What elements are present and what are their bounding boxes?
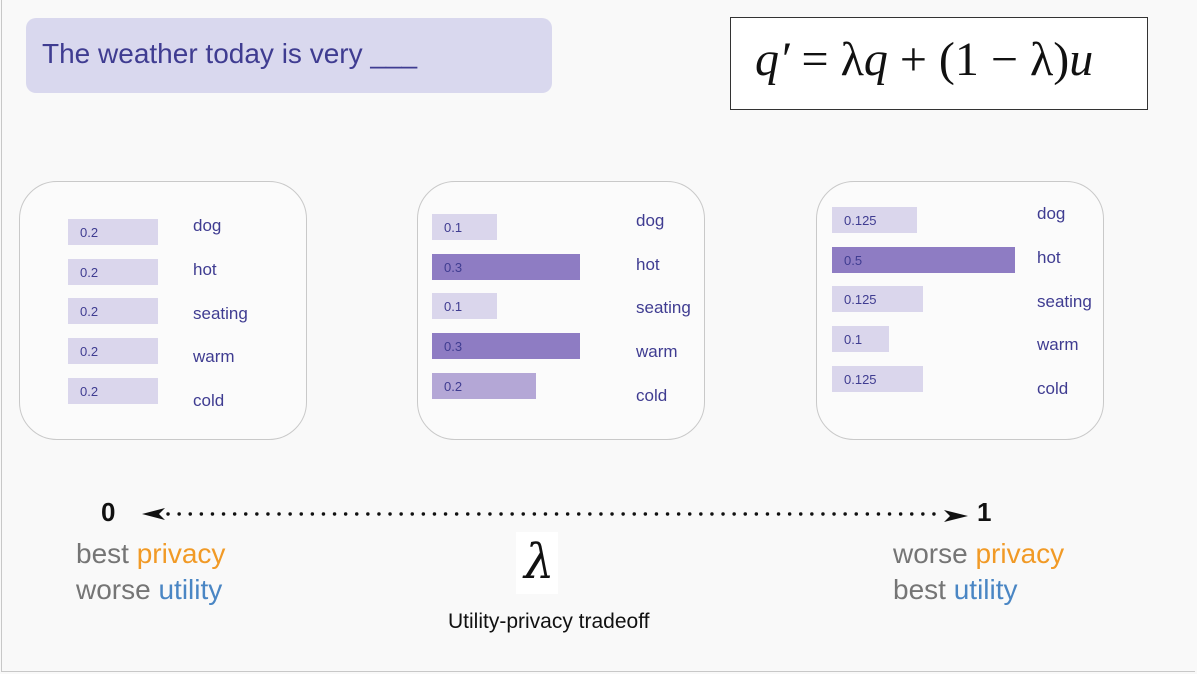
- tradeoff-arrow: [142, 508, 968, 522]
- left-note-word: worse: [76, 574, 151, 605]
- prob-value: 0.5: [844, 253, 863, 268]
- token-label: dog: [1037, 204, 1066, 223]
- right-note-word: best: [893, 574, 946, 605]
- scale-left-end: 0: [101, 497, 116, 527]
- prompt-box: The weather today is very ___: [26, 18, 552, 93]
- scale-right-end: 1: [977, 497, 992, 527]
- prob-value: 0.125: [844, 372, 877, 387]
- prob-bar: 0.1: [832, 326, 889, 352]
- prob-bar: 0.2: [68, 219, 158, 245]
- prob-bar: 0.125: [832, 207, 917, 233]
- right-note-line1: worse privacy: [893, 538, 1064, 570]
- token-label: cold: [1037, 379, 1069, 398]
- arrowhead-left-icon: [142, 508, 165, 520]
- formula-q-prime: q′: [755, 33, 790, 86]
- token-label: hot: [1037, 248, 1061, 267]
- token-label: cold: [636, 386, 668, 405]
- prob-bar: 0.125: [832, 286, 923, 312]
- prob-value: 0.2: [80, 384, 99, 399]
- formula-one-minus-lambda: + (1 − λ): [887, 33, 1070, 86]
- prob-bar: 0.2: [68, 259, 158, 285]
- prob-bar: 0.3: [432, 333, 580, 359]
- prob-bar: 0.1: [432, 293, 497, 319]
- token-label: hot: [193, 260, 217, 279]
- prob-bar: 0.5: [832, 247, 1015, 273]
- prob-value: 0.3: [444, 339, 463, 354]
- token-label: seating: [1037, 292, 1092, 311]
- token-label: seating: [193, 304, 248, 323]
- lambda-symbol: λ: [524, 534, 555, 590]
- prob-bar: 0.2: [432, 373, 536, 399]
- token-label: cold: [193, 391, 225, 410]
- utility-label: utility: [953, 574, 1018, 605]
- right-note-line2: best utility: [893, 574, 1018, 606]
- prob-value: 0.2: [80, 304, 99, 319]
- distribution-card-model: 0.1 dog 0.3 hot 0.1 seating 0.3 warm 0.2…: [417, 181, 705, 440]
- prob-value: 0.2: [444, 379, 463, 394]
- right-note-word: worse: [893, 538, 968, 569]
- prob-bar: 0.2: [68, 378, 158, 404]
- token-label: warm: [636, 342, 678, 361]
- left-note-word: best: [76, 538, 129, 569]
- arrowhead-right-icon: [944, 510, 968, 522]
- formula-box: q′ = λq + (1 − λ)u: [730, 17, 1148, 110]
- prob-value: 0.125: [844, 213, 877, 228]
- formula-u: u: [1069, 33, 1094, 86]
- prompt-text: The weather today is very ___: [42, 38, 418, 69]
- token-label: seating: [636, 298, 691, 317]
- prob-value: 0.2: [80, 344, 99, 359]
- left-note-line1: best privacy: [76, 538, 225, 570]
- lambda-symbol-box: λ: [516, 532, 558, 594]
- prob-value: 0.1: [844, 332, 863, 347]
- utility-label: utility: [158, 574, 223, 605]
- token-label: warm: [1037, 335, 1079, 354]
- prob-value: 0.2: [80, 265, 99, 280]
- privacy-label: privacy: [975, 538, 1065, 569]
- prob-value: 0.3: [444, 260, 463, 275]
- token-label: hot: [636, 255, 660, 274]
- token-label: dog: [193, 216, 222, 235]
- formula-eq-lambda: = λ: [789, 33, 864, 86]
- formula: q′ = λq + (1 − λ)u: [755, 32, 1093, 87]
- formula-q: q: [863, 33, 888, 86]
- token-label: warm: [193, 347, 235, 366]
- prob-bar: 0.3: [432, 254, 580, 280]
- distribution-card-mixed: 0.125 dog 0.5 hot 0.125 seating 0.1 warm…: [816, 181, 1104, 440]
- token-label: dog: [636, 211, 665, 230]
- prob-bar: 0.1: [432, 214, 497, 240]
- prob-value: 0.1: [444, 299, 463, 314]
- tradeoff-caption: Utility-privacy tradeoff: [448, 610, 650, 633]
- distribution-card-uniform: 0.2 dog 0.2 hot 0.2 seating 0.2 warm 0.2…: [19, 181, 307, 440]
- prob-bar: 0.125: [832, 366, 923, 392]
- prob-value: 0.125: [844, 292, 877, 307]
- left-note-line2: worse utility: [76, 574, 222, 606]
- prob-bar: 0.2: [68, 298, 158, 324]
- prob-bar: 0.2: [68, 338, 158, 364]
- privacy-label: privacy: [136, 538, 226, 569]
- prob-value: 0.2: [80, 225, 99, 240]
- prob-value: 0.1: [444, 220, 463, 235]
